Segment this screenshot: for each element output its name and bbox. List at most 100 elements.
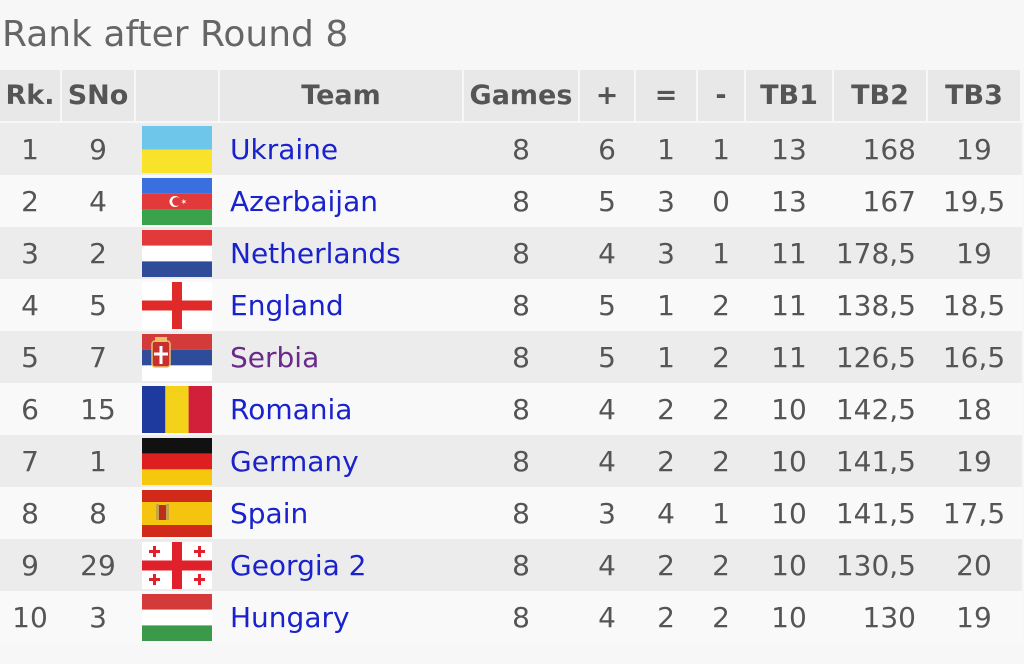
tb3-cell: 19 <box>928 591 1022 643</box>
team-link[interactable]: Azerbaijan <box>230 184 378 218</box>
rank-cell: 2 <box>0 175 62 227</box>
header-games[interactable]: Games <box>464 70 580 123</box>
table-row: 3 2 Netherlands 8 4 3 1 11 178,5 19 <box>0 227 1022 279</box>
flag-cell <box>136 383 220 435</box>
table-row: 4 5 England 8 5 1 2 11 138,5 18,5 <box>0 279 1022 331</box>
losses-cell: 2 <box>698 331 746 383</box>
tb3-cell: 19 <box>928 123 1022 175</box>
losses-cell: 2 <box>698 383 746 435</box>
germany-flag-icon <box>142 437 212 485</box>
header-rank[interactable]: Rk. <box>0 70 62 123</box>
team-link[interactable]: Netherlands <box>230 236 401 270</box>
sno-cell: 1 <box>62 435 136 487</box>
tb3-cell: 19 <box>928 227 1022 279</box>
azerbaijan-flag-icon: ✶ <box>142 177 212 225</box>
tb2-cell: 130 <box>834 591 928 643</box>
sno-cell: 3 <box>62 591 136 643</box>
header-tb2[interactable]: TB2 <box>834 70 928 123</box>
flag-cell <box>136 123 220 175</box>
team-link[interactable]: Ukraine <box>230 132 339 166</box>
header-flag <box>136 70 220 123</box>
header-draws[interactable]: = <box>636 70 698 123</box>
games-cell: 8 <box>464 487 580 539</box>
tb1-cell: 10 <box>746 539 834 591</box>
sno-cell: 29 <box>62 539 136 591</box>
romania-flag-icon <box>142 385 212 433</box>
wins-cell: 4 <box>580 227 636 279</box>
header-tb1[interactable]: TB1 <box>746 70 834 123</box>
svg-text:✶: ✶ <box>181 197 188 206</box>
flag-cell: ✶ <box>136 175 220 227</box>
tb1-cell: 10 <box>746 383 834 435</box>
losses-cell: 1 <box>698 487 746 539</box>
wins-cell: 5 <box>580 279 636 331</box>
rank-cell: 5 <box>0 331 62 383</box>
rank-cell: 9 <box>0 539 62 591</box>
draws-cell: 3 <box>636 175 698 227</box>
tb3-cell: 19 <box>928 435 1022 487</box>
sno-cell: 4 <box>62 175 136 227</box>
team-cell: Netherlands <box>220 227 464 279</box>
draws-cell: 3 <box>636 227 698 279</box>
tb1-cell: 13 <box>746 175 834 227</box>
team-link[interactable]: Germany <box>230 444 359 478</box>
header-sno[interactable]: SNo <box>62 70 136 123</box>
tb2-cell: 141,5 <box>834 487 928 539</box>
team-link[interactable]: Georgia 2 <box>230 548 367 582</box>
tb2-cell: 130,5 <box>834 539 928 591</box>
wins-cell: 4 <box>580 539 636 591</box>
header-tb3[interactable]: TB3 <box>928 70 1022 123</box>
team-link[interactable]: Spain <box>230 496 309 530</box>
games-cell: 8 <box>464 435 580 487</box>
losses-cell: 0 <box>698 175 746 227</box>
tb1-cell: 11 <box>746 227 834 279</box>
flag-cell <box>136 487 220 539</box>
games-cell: 8 <box>464 383 580 435</box>
rank-cell: 10 <box>0 591 62 643</box>
sno-cell: 9 <box>62 123 136 175</box>
rank-cell: 3 <box>0 227 62 279</box>
tb3-cell: 18,5 <box>928 279 1022 331</box>
tb1-cell: 13 <box>746 123 834 175</box>
sno-cell: 15 <box>62 383 136 435</box>
header-wins[interactable]: + <box>580 70 636 123</box>
team-link[interactable]: Serbia <box>230 340 320 374</box>
losses-cell: 1 <box>698 123 746 175</box>
flag-cell <box>136 539 220 591</box>
hungary-flag-icon <box>142 593 212 641</box>
table-row: 2 4 ✶ Azerbaijan 8 5 3 0 13 167 19,5 <box>0 175 1022 227</box>
games-cell: 8 <box>464 591 580 643</box>
sno-cell: 8 <box>62 487 136 539</box>
table-row: 10 3 Hungary 8 4 2 2 10 130 19 <box>0 591 1022 643</box>
flag-cell <box>136 435 220 487</box>
header-losses[interactable]: - <box>698 70 746 123</box>
rank-cell: 6 <box>0 383 62 435</box>
tb2-cell: 168 <box>834 123 928 175</box>
tb2-cell: 141,5 <box>834 435 928 487</box>
tb1-cell: 10 <box>746 591 834 643</box>
wins-cell: 4 <box>580 435 636 487</box>
wins-cell: 5 <box>580 331 636 383</box>
rank-cell: 4 <box>0 279 62 331</box>
team-cell: Hungary <box>220 591 464 643</box>
draws-cell: 2 <box>636 435 698 487</box>
team-link[interactable]: Romania <box>230 392 353 426</box>
team-link[interactable]: England <box>230 288 344 322</box>
spain-flag-icon <box>142 489 212 537</box>
flag-cell <box>136 331 220 383</box>
draws-cell: 1 <box>636 123 698 175</box>
header-team[interactable]: Team <box>220 70 464 123</box>
tb2-cell: 167 <box>834 175 928 227</box>
table-header-row: Rk. SNo Team Games + = - TB1 TB2 TB3 <box>0 70 1022 123</box>
team-cell: Romania <box>220 383 464 435</box>
tb1-cell: 11 <box>746 331 834 383</box>
table-row: 5 7 Serbia 8 5 1 2 11 126,5 16,5 <box>0 331 1022 383</box>
tb1-cell: 10 <box>746 435 834 487</box>
ukraine-flag-icon <box>142 125 212 173</box>
wins-cell: 5 <box>580 175 636 227</box>
tb2-cell: 142,5 <box>834 383 928 435</box>
team-cell: Germany <box>220 435 464 487</box>
team-link[interactable]: Hungary <box>230 600 350 634</box>
georgia-flag-icon <box>142 541 212 589</box>
losses-cell: 2 <box>698 591 746 643</box>
